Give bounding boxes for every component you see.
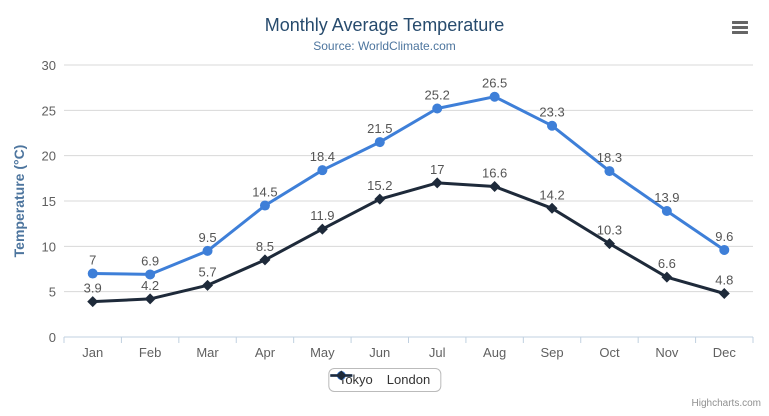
point-tokyo-feb[interactable] (145, 269, 156, 280)
chart-subtitle: Source: WorldClimate.com (313, 39, 456, 53)
x-axis-label: Sep (540, 345, 563, 360)
y-axis-label: 20 (42, 149, 56, 164)
x-axis-label: Aug (483, 345, 506, 360)
data-label-london-aug: 16.6 (482, 165, 507, 180)
x-axis-label: Nov (655, 345, 679, 360)
diamond-marker-icon (329, 370, 352, 381)
highcharts-credit[interactable]: Highcharts.com (691, 398, 761, 409)
y-axis-label: 25 (42, 103, 56, 118)
point-tokyo-oct[interactable] (604, 166, 615, 177)
x-axis-label: Dec (713, 345, 737, 360)
point-tokyo-may[interactable] (317, 165, 328, 176)
point-tokyo-jun[interactable] (374, 137, 385, 148)
data-label-london-dec: 4.8 (715, 272, 733, 287)
data-label-london-may: 11.9 (310, 208, 334, 223)
series-line-tokyo (91, 95, 726, 276)
point-london-jul[interactable] (431, 177, 443, 189)
x-axis-label: Jul (429, 345, 446, 360)
data-label-london-nov: 6.6 (658, 256, 676, 271)
y-axis-label: 15 (42, 194, 56, 209)
y-axis-label: 5 (49, 285, 56, 300)
point-tokyo-mar[interactable] (202, 245, 213, 256)
legend: Tokyo London (327, 368, 442, 392)
data-label-london-feb: 4.2 (141, 278, 159, 293)
point-london-jun[interactable] (374, 193, 386, 205)
x-axis-label: Feb (139, 345, 161, 360)
chart-title: Monthly Average Temperature (264, 15, 505, 35)
export-menu-button[interactable] (730, 16, 754, 38)
y-axis-label: 10 (42, 239, 56, 254)
point-london-mar[interactable] (202, 279, 214, 291)
x-axis-label: Mar (196, 345, 219, 360)
x-axis-label: Oct (599, 345, 620, 360)
data-label-tokyo-may: 18.4 (310, 149, 335, 164)
data-label-london-jun: 15.2 (367, 178, 392, 193)
point-london-may[interactable] (316, 223, 328, 235)
x-axis-label: Jan (82, 345, 103, 360)
data-label-tokyo-nov: 13.9 (654, 190, 679, 205)
point-tokyo-nov[interactable] (661, 205, 672, 216)
y-axis-title: Temperature (°C) (11, 145, 27, 258)
data-label-london-jan: 3.9 (84, 281, 102, 296)
point-london-sep[interactable] (546, 202, 558, 214)
data-label-tokyo-dec: 9.6 (715, 229, 733, 244)
hamburger-icon (732, 20, 752, 34)
point-london-oct[interactable] (603, 238, 615, 250)
data-label-tokyo-aug: 26.5 (482, 76, 507, 91)
point-london-dec[interactable] (718, 287, 730, 299)
point-london-jan[interactable] (87, 296, 99, 308)
data-label-tokyo-jul: 25.2 (425, 88, 450, 103)
data-label-tokyo-apr: 14.5 (252, 185, 277, 200)
point-tokyo-apr[interactable] (259, 200, 270, 211)
data-label-tokyo-jun: 21.5 (367, 121, 392, 136)
x-axis-label: May (310, 345, 335, 360)
data-label-tokyo-oct: 18.3 (597, 150, 622, 165)
data-label-tokyo-sep: 23.3 (539, 105, 564, 120)
data-label-london-mar: 5.7 (199, 264, 217, 279)
point-tokyo-aug[interactable] (489, 91, 500, 102)
data-label-london-oct: 10.3 (597, 223, 622, 238)
x-axis-label: Apr (255, 345, 276, 360)
point-london-aug[interactable] (489, 180, 501, 192)
point-london-feb[interactable] (144, 293, 156, 305)
y-axis-label: 30 (42, 58, 56, 73)
point-tokyo-dec[interactable] (719, 244, 730, 255)
data-label-tokyo-feb: 6.9 (141, 253, 159, 268)
data-label-london-apr: 8.5 (256, 239, 274, 254)
data-label-tokyo-jan: 7 (89, 253, 96, 268)
point-tokyo-sep[interactable] (547, 120, 558, 131)
series-line-london (91, 181, 726, 304)
data-label-tokyo-mar: 9.5 (199, 230, 217, 245)
point-tokyo-jan[interactable] (87, 268, 98, 279)
point-london-apr[interactable] (259, 254, 271, 266)
y-axis-label: 0 (49, 330, 56, 345)
data-label-london-jul: 17 (430, 162, 444, 177)
legend-label-london: London (386, 372, 431, 387)
x-axis-label: Jun (369, 345, 390, 360)
legend-item-london[interactable]: London (329, 370, 431, 387)
point-tokyo-jul[interactable] (432, 103, 443, 114)
point-london-nov[interactable] (661, 271, 673, 283)
data-label-london-sep: 14.2 (539, 187, 564, 202)
